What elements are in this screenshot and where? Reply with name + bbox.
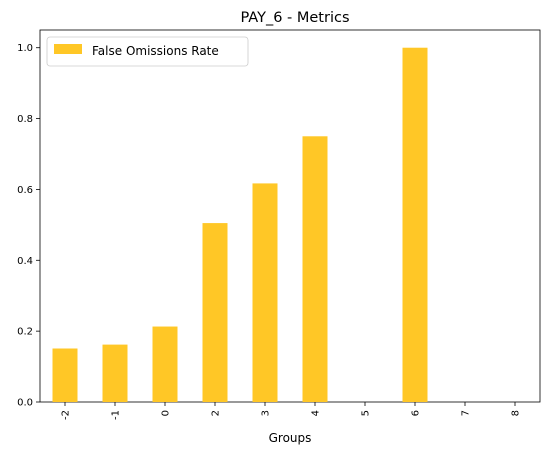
y-tick-label: 0.2 [17, 327, 33, 338]
bar--1 [102, 344, 128, 402]
bar-0 [152, 326, 178, 402]
x-tick-label: 3 [261, 410, 272, 416]
bar-6 [402, 47, 428, 402]
y-tick-label: 0.4 [17, 256, 33, 267]
bar-3 [252, 183, 278, 402]
x-tick-label: 2 [211, 410, 222, 416]
x-tick-label: 7 [461, 410, 472, 416]
x-tick-label: 6 [411, 410, 422, 416]
x-tick-label: 4 [311, 410, 322, 416]
y-axis: 0.0 0.2 0.4 0.6 0.8 1.0 [17, 43, 40, 409]
bar-4 [302, 136, 328, 403]
legend-swatch [54, 44, 82, 54]
bars-group [52, 47, 428, 403]
y-tick-label: 0.8 [17, 114, 33, 125]
x-axis-label: Groups [269, 431, 312, 445]
y-tick-label: 1.0 [17, 43, 33, 54]
legend: False Omissions Rate [46, 36, 249, 67]
y-tick-label: 0.0 [17, 398, 33, 409]
bar-2 [202, 223, 228, 402]
x-tick-label: 5 [361, 410, 372, 416]
plot-area [39, 29, 541, 403]
legend-label: False Omissions Rate [92, 44, 219, 58]
x-axis: -2 -1 0 2 3 4 5 6 7 8 [61, 402, 522, 420]
chart-title: PAY_6 - Metrics [240, 10, 349, 26]
x-tick-label: 0 [161, 410, 172, 416]
legend-frame [46, 36, 249, 67]
x-tick-label: -1 [111, 410, 122, 420]
x-tick-label: 8 [511, 410, 522, 416]
x-tick-label: -2 [61, 410, 72, 420]
y-tick-label: 0.6 [17, 185, 33, 196]
bar--2 [52, 348, 78, 402]
